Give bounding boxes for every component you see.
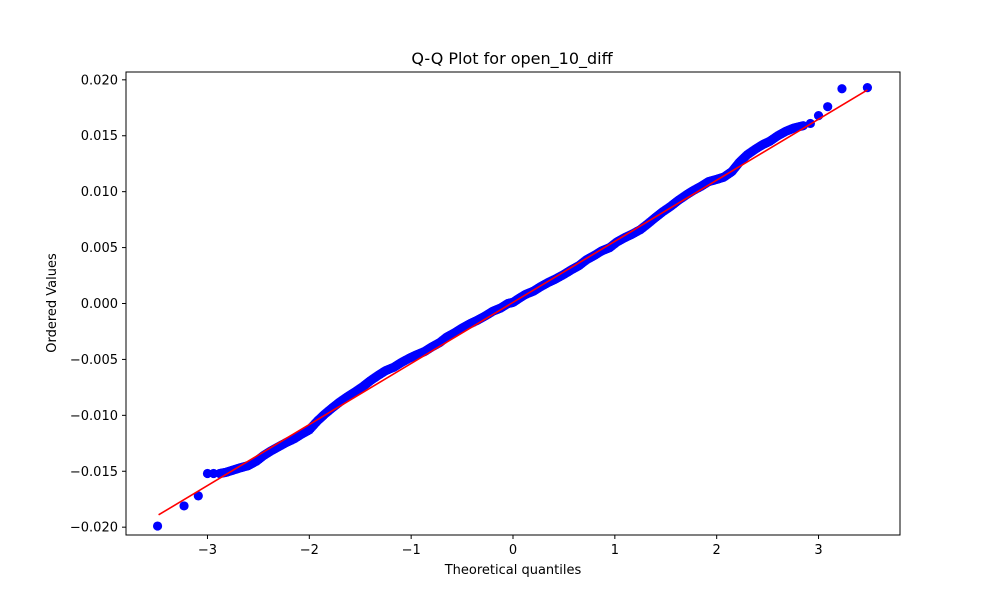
y-tick-label: 0.010 bbox=[81, 185, 118, 200]
data-point bbox=[862, 83, 873, 93]
x-tick-label: 3 bbox=[814, 543, 822, 558]
chart-title: Q-Q Plot for open_10_diff bbox=[411, 49, 613, 69]
y-tick-label: −0.005 bbox=[70, 353, 118, 368]
y-tick-label: 0.000 bbox=[81, 297, 118, 312]
plot-area bbox=[152, 83, 873, 531]
y-tick-label: −0.015 bbox=[70, 465, 118, 480]
y-tick-label: 0.005 bbox=[81, 241, 118, 256]
x-axis: −3 −2 −1 0 1 2 3 bbox=[198, 535, 823, 558]
y-tick-label: 0.015 bbox=[81, 129, 118, 144]
x-tick-label: 1 bbox=[611, 543, 619, 558]
x-tick-label: −1 bbox=[402, 543, 421, 558]
y-tick-label: −0.020 bbox=[70, 521, 118, 536]
data-point bbox=[823, 102, 833, 112]
x-tick-label: −2 bbox=[300, 543, 319, 558]
data-point bbox=[193, 491, 203, 501]
x-tick-label: 2 bbox=[713, 543, 721, 558]
y-axis-label: Ordered Values bbox=[45, 253, 60, 353]
reference-line bbox=[158, 89, 868, 516]
data-point bbox=[179, 501, 189, 511]
y-axis: −0.020 −0.015 −0.010 −0.005 0.000 0.005 0.010 0… bbox=[70, 73, 126, 536]
x-axis-label: Theoretical quantiles bbox=[444, 563, 582, 578]
x-tick-label: −3 bbox=[198, 543, 217, 558]
y-tick-label: 0.020 bbox=[81, 73, 118, 88]
data-point bbox=[798, 121, 808, 131]
data-point bbox=[837, 84, 847, 94]
x-tick-label: 0 bbox=[509, 543, 517, 558]
data-point bbox=[152, 521, 163, 531]
y-tick-label: −0.010 bbox=[70, 409, 118, 424]
